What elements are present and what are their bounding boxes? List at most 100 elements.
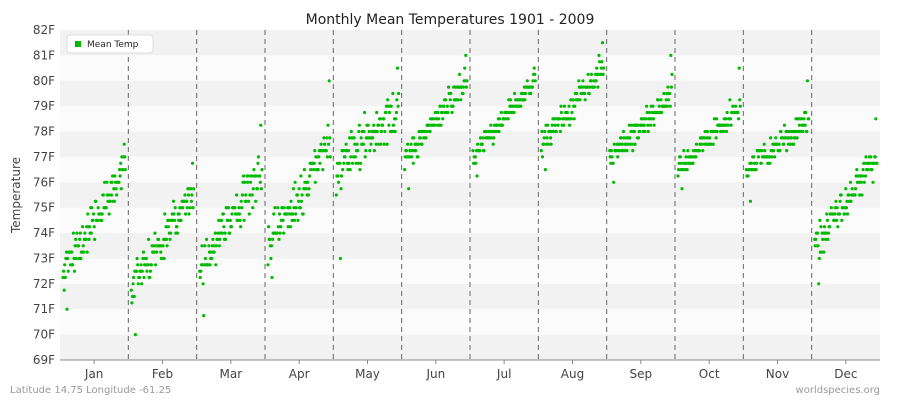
data-point	[119, 161, 123, 165]
y-tick-label: 73F	[33, 251, 55, 265]
data-point	[681, 168, 685, 172]
data-point	[680, 187, 684, 191]
data-point	[558, 129, 563, 134]
y-axis-label: Temperature	[9, 157, 23, 234]
data-point	[778, 149, 782, 153]
data-point	[148, 269, 152, 273]
data-point	[684, 155, 688, 159]
data-point	[651, 117, 656, 121]
data-point	[459, 98, 463, 102]
data-point	[290, 218, 294, 222]
data-point	[625, 149, 629, 153]
data-point	[633, 142, 637, 146]
data-point	[500, 123, 504, 127]
data-point	[456, 98, 460, 102]
data-point	[771, 149, 776, 153]
data-point	[342, 161, 346, 165]
data-point	[228, 231, 232, 235]
data-point	[556, 123, 560, 127]
data-point	[86, 212, 90, 216]
data-point	[624, 142, 628, 146]
data-point	[239, 199, 243, 203]
footer-location: Latitude 14.75 Longitude -61.25	[10, 385, 171, 396]
data-point	[861, 174, 865, 178]
data-point	[372, 149, 376, 153]
data-point	[292, 206, 296, 210]
data-point	[474, 161, 478, 165]
data-point	[546, 123, 550, 127]
data-point	[252, 168, 256, 172]
data-point	[562, 104, 567, 108]
data-point	[559, 104, 563, 108]
data-point	[837, 212, 842, 216]
data-point	[177, 212, 181, 216]
data-point	[496, 123, 500, 127]
data-point	[546, 142, 550, 146]
data-point	[626, 142, 630, 146]
data-point	[199, 269, 203, 273]
data-point	[107, 193, 111, 197]
data-point	[665, 104, 670, 108]
data-point	[189, 187, 193, 191]
data-point	[525, 79, 529, 83]
data-point	[712, 117, 717, 121]
data-point	[805, 79, 810, 83]
data-point	[690, 155, 694, 159]
data-point	[645, 104, 649, 108]
data-point	[805, 129, 809, 134]
data-point	[396, 104, 400, 108]
data-point	[362, 129, 366, 134]
data-point	[81, 225, 85, 229]
data-point	[259, 187, 263, 191]
data-point	[223, 231, 227, 235]
data-point	[361, 142, 366, 146]
data-point	[244, 199, 248, 203]
data-point	[104, 206, 108, 210]
data-point	[436, 110, 440, 115]
data-point	[578, 98, 582, 102]
data-point	[499, 110, 503, 115]
data-point	[100, 212, 104, 216]
data-point	[657, 104, 661, 108]
data-point	[734, 104, 738, 108]
data-point	[723, 123, 727, 127]
data-point	[173, 206, 177, 210]
data-point	[577, 79, 581, 83]
data-point	[636, 136, 641, 140]
data-point	[574, 91, 579, 96]
data-point	[539, 149, 543, 153]
data-point	[77, 244, 81, 248]
data-point	[508, 98, 513, 102]
data-point	[646, 129, 650, 134]
data-point	[623, 149, 627, 153]
data-point	[244, 193, 248, 197]
data-point	[103, 180, 107, 184]
data-point	[404, 149, 408, 153]
data-point	[397, 91, 401, 96]
data-point	[109, 193, 114, 197]
data-point	[714, 136, 718, 140]
y-tick-label: 72F	[33, 277, 55, 291]
data-point	[61, 275, 65, 280]
data-point	[169, 231, 173, 235]
data-point	[368, 149, 372, 153]
data-point	[869, 155, 873, 159]
data-point	[243, 180, 247, 184]
data-point	[542, 142, 546, 146]
grid-band	[60, 106, 880, 132]
data-point	[230, 212, 234, 216]
data-point	[651, 104, 655, 108]
data-point	[565, 110, 569, 115]
data-point	[288, 206, 292, 210]
data-point	[382, 142, 386, 146]
data-point	[313, 180, 317, 184]
data-point	[410, 155, 414, 159]
data-point	[749, 161, 754, 165]
data-point	[357, 123, 361, 127]
data-point	[492, 136, 496, 140]
data-point	[338, 161, 342, 165]
data-point	[185, 199, 189, 203]
data-point	[89, 231, 93, 235]
data-point	[686, 149, 690, 153]
data-point	[341, 168, 345, 172]
